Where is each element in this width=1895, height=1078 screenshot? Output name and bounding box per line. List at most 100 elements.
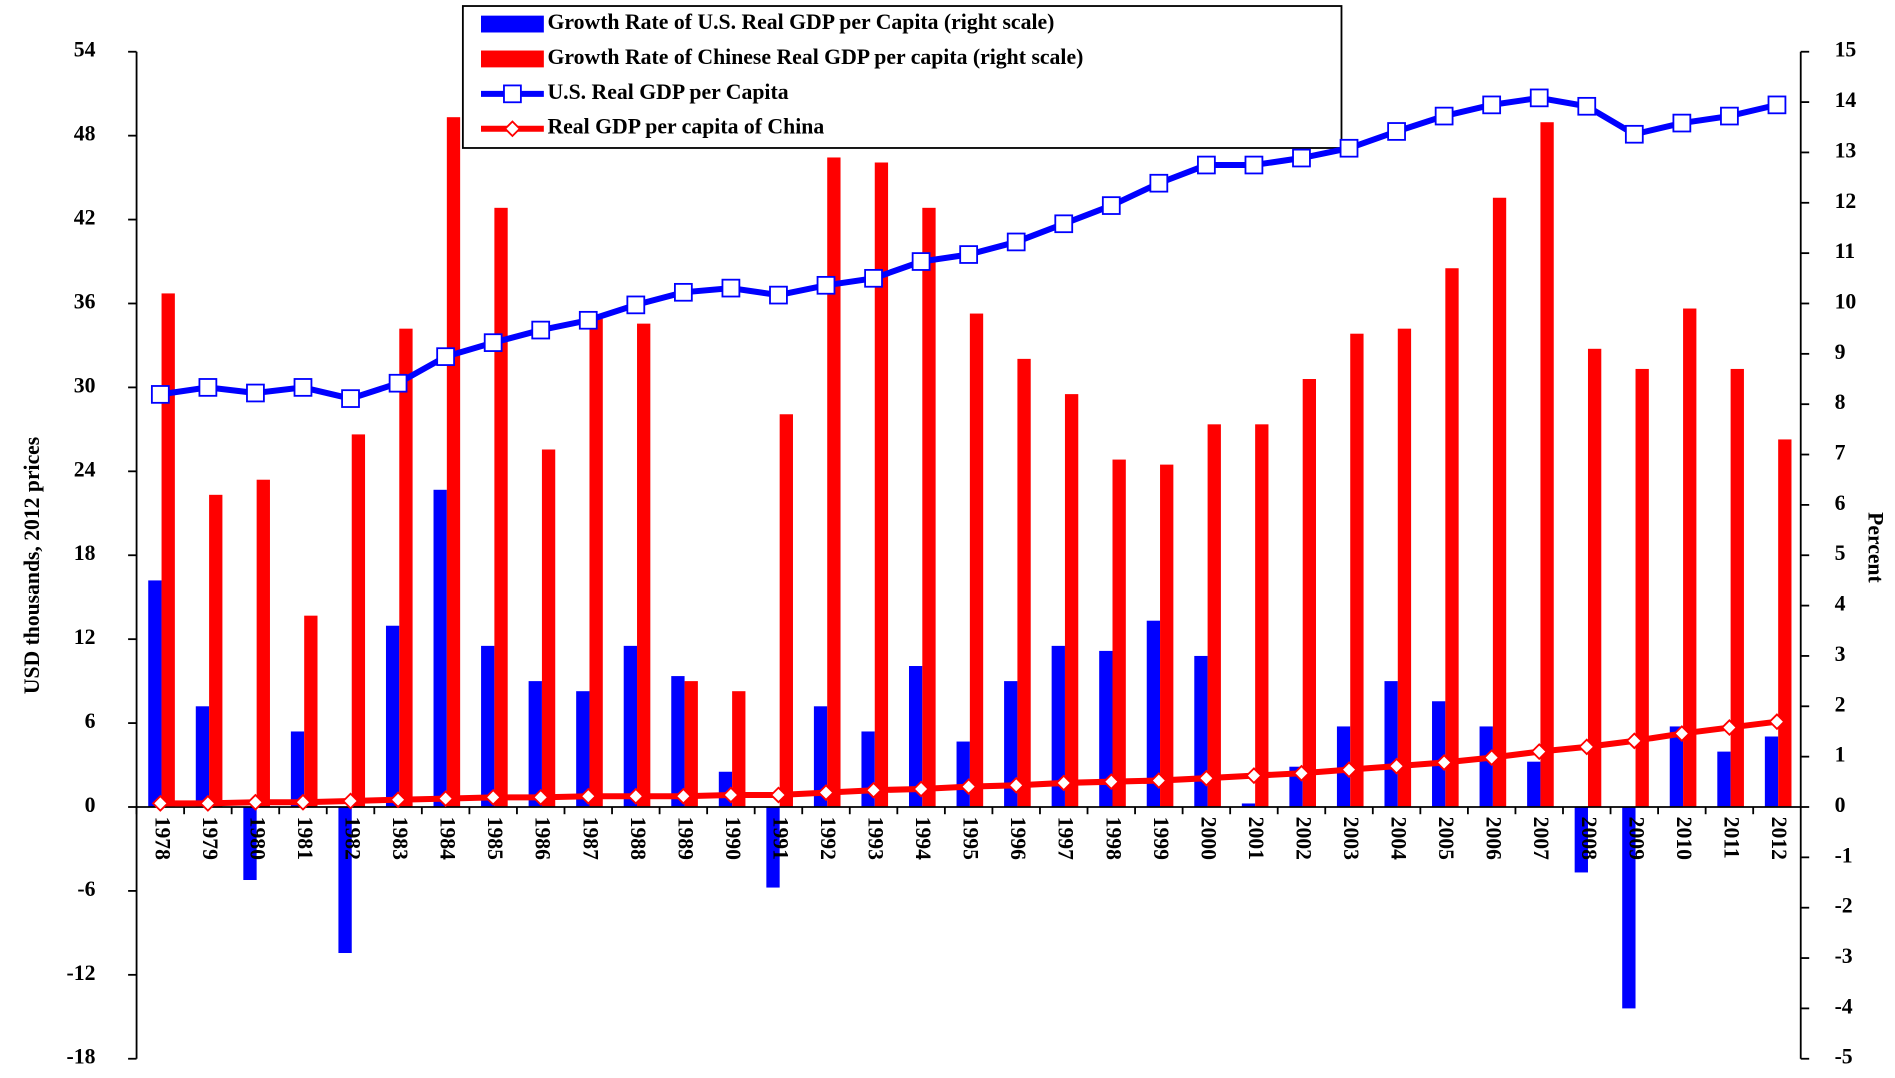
marker [1055,774,1073,792]
bar [1445,268,1459,807]
y-tick-label: 54 [74,38,96,62]
bar [433,489,447,807]
legend-label: Real GDP per capita of China [547,115,824,139]
y-tick-label: -18 [66,1045,95,1069]
x-tick-label: 2009 [1624,817,1648,860]
bar [304,615,318,807]
marker [1624,124,1644,144]
marker [1767,95,1787,115]
marker [484,788,502,806]
bar [1432,701,1446,807]
marker [1720,106,1739,126]
x-tick-label: 1987 [578,817,602,860]
bar [766,806,780,888]
marker [1150,772,1168,790]
y-tick-label: 18 [74,541,96,565]
x-tick-label: 1983 [388,817,412,860]
x-tick-label: 2008 [1577,817,1601,860]
bar [1527,761,1541,807]
bar [732,691,746,807]
marker [626,295,646,315]
marker [294,793,312,811]
marker [674,787,692,805]
marker [293,378,313,397]
bar [874,162,889,807]
marker [1625,732,1643,750]
y2-tick-label: 12 [1835,189,1857,213]
x-tick-label: 1991 [768,817,792,860]
bar [541,449,556,807]
bar [1160,464,1174,807]
marker [437,790,455,808]
y-axis-label: USD thousands, 2012 prices [20,437,44,694]
x-tick-label: 1981 [293,817,317,860]
y2-tick-label: 8 [1835,390,1846,414]
bar [1574,806,1588,873]
marker [817,784,835,802]
legend-box [461,5,1343,149]
x-tick-label: 1985 [483,817,507,860]
marker [1768,713,1786,731]
marker [1292,764,1311,782]
marker [578,310,598,330]
bar [1669,726,1684,807]
bar [161,293,175,807]
bar [1207,424,1221,807]
x-tick-label: 1994 [911,817,935,860]
bar [589,318,603,807]
legend-label: Growth Rate of Chinese Real GDP per capi… [547,45,1083,69]
y2-tick-label: 3 [1835,642,1846,666]
bar [1397,328,1412,807]
marker [532,788,550,806]
x-tick-label: 2012 [1767,817,1791,860]
marker [1577,96,1597,116]
x-tick-label: 1995 [959,817,983,860]
bar [827,157,841,807]
y2-tick-label: -3 [1835,944,1853,968]
x-tick-label: 2000 [1196,817,1220,860]
x-tick-label: 1982 [341,817,365,860]
marker [1339,138,1359,158]
marker [1149,173,1169,193]
x-tick-label: 2011 [1719,817,1743,859]
bar [1764,736,1779,807]
bar [779,414,793,807]
bar [1587,348,1602,807]
bar [338,806,352,954]
marker [1578,738,1596,756]
y-tick-label: 0 [85,793,96,817]
bar [446,117,461,807]
y2-axis-label: Percent [1863,512,1887,583]
marker [389,791,407,809]
bar [1241,803,1256,807]
marker [1244,155,1264,175]
marker [1529,88,1549,108]
bar [1350,333,1364,807]
bar [956,741,970,807]
marker [1102,773,1120,791]
marker [673,282,693,302]
y2-tick-label: 1 [1835,743,1846,767]
marker [503,120,521,138]
y-tick-label: 48 [74,122,96,146]
x-tick-label: 1978 [150,817,174,860]
marker [1197,769,1215,787]
bar [684,681,698,807]
y-tick-label: -6 [77,877,95,901]
marker [151,794,169,812]
x-tick-label: 1996 [1006,817,1030,860]
bar [1004,681,1018,807]
x-tick-label: 1992 [816,817,840,860]
bar [1255,424,1269,807]
marker [721,278,741,298]
x-tick-label: 1979 [198,817,222,860]
y2-tick-label: 10 [1835,290,1857,314]
bar [969,313,984,807]
bar [576,691,590,807]
bar [1064,394,1079,807]
marker [911,252,931,271]
x-tick-label: 1998 [1101,817,1125,860]
x-tick-label: 1999 [1149,817,1173,860]
